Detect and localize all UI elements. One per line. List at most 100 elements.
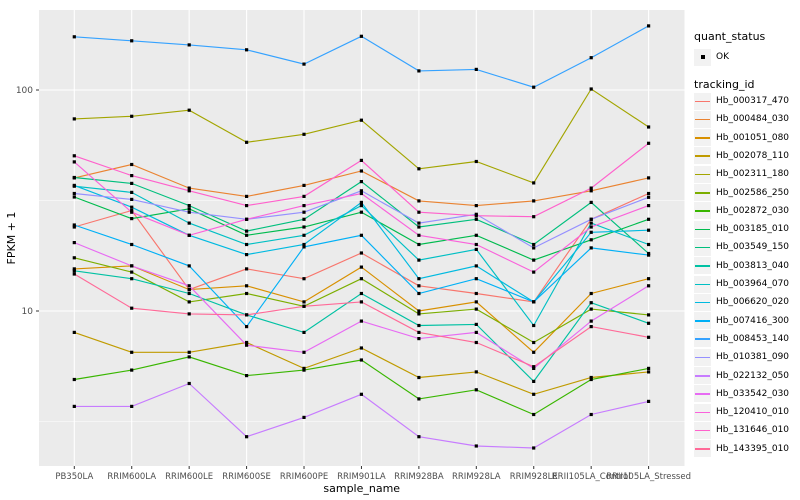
data-point <box>72 377 76 382</box>
data-point <box>589 291 593 296</box>
data-point <box>72 160 76 164</box>
legend-item-Hb_003964_070: Hb_003964_070 <box>694 275 789 293</box>
data-point <box>589 412 593 417</box>
axis-ticks <box>36 89 650 469</box>
data-point <box>130 210 134 214</box>
legend-label: Hb_006620_020 <box>716 297 790 308</box>
legend-item-Hb_003813_040: Hb_003813_040 <box>694 257 789 275</box>
data-point <box>532 366 536 370</box>
legend-label: Hb_003964_070 <box>716 279 790 289</box>
legend-item-Hb_033542_030: Hb_033542_030 <box>694 385 789 403</box>
data-point <box>302 217 306 221</box>
data-point <box>72 195 76 199</box>
data-point <box>187 204 191 208</box>
data-point <box>187 288 191 292</box>
data-point <box>647 204 651 208</box>
data-point <box>302 245 306 249</box>
data-point <box>245 253 249 257</box>
data-point <box>359 392 363 396</box>
tick-labels: 10 100 PB350LA RRIM600LA RRIM600LE RRIM600SE R… <box>16 86 691 482</box>
data-point <box>187 210 191 214</box>
data-point <box>72 241 76 245</box>
legend-item-Hb_000484_030: Hb_000484_030 <box>694 110 789 128</box>
data-point <box>72 183 76 187</box>
legend-item-Hb_008453_140: Hb_008453_140 <box>694 330 789 348</box>
data-point <box>417 225 421 229</box>
legend-item-Hb_131646_010: Hb_131646_010 <box>694 421 789 439</box>
legend-color-line-icon <box>695 265 710 267</box>
data-point <box>359 189 363 193</box>
legend-key-box <box>694 275 711 293</box>
data-point <box>647 366 651 370</box>
data-point <box>474 217 478 221</box>
data-point <box>72 223 76 227</box>
legend-color-line-icon <box>695 411 710 414</box>
data-point <box>359 158 363 162</box>
data-point <box>187 186 191 190</box>
data-point <box>72 256 76 260</box>
data-point <box>187 355 191 359</box>
gridlines <box>39 10 685 466</box>
data-point <box>245 284 249 288</box>
data-point <box>359 291 363 296</box>
data-point <box>72 117 76 121</box>
data-point <box>359 200 363 204</box>
data-point <box>647 191 651 196</box>
legend-item-Hb_003549_150: Hb_003549_150 <box>694 238 789 256</box>
legend-item-Hb_120410_010: Hb_120410_010 <box>694 403 789 421</box>
legend-key-box <box>694 184 711 201</box>
data-point <box>474 340 478 345</box>
data-point <box>532 242 536 247</box>
data-point <box>130 350 134 354</box>
data-point <box>359 251 363 255</box>
data-point <box>417 242 421 247</box>
data-point <box>130 217 134 221</box>
data-point <box>474 300 478 304</box>
legend-color-line-icon <box>695 283 710 286</box>
legend-label: Hb_003549_150 <box>716 242 790 253</box>
legend-color-line-icon <box>695 228 710 231</box>
legend-key-box <box>694 147 711 165</box>
data-point <box>589 319 593 323</box>
data-point <box>359 118 363 122</box>
data-point <box>187 291 191 296</box>
legend-color-line-icon <box>695 137 710 139</box>
data-point <box>417 199 421 203</box>
data-point <box>302 300 306 304</box>
data-point <box>532 365 536 369</box>
data-point <box>245 374 249 378</box>
legend-item-Hb_006620_020: Hb_006620_020 <box>694 293 789 311</box>
x-tick-label: RRIM600LE <box>165 472 213 482</box>
data-point <box>474 370 478 374</box>
data-point <box>130 404 134 408</box>
data-point <box>302 132 306 136</box>
data-point <box>647 195 651 199</box>
data-point <box>187 350 191 354</box>
data-point <box>72 191 76 196</box>
data-point <box>130 174 134 178</box>
legend-key-box <box>694 257 711 275</box>
legend-color-line-icon <box>695 246 710 249</box>
data-point <box>245 217 249 221</box>
data-point <box>589 230 593 234</box>
data-point <box>302 210 306 214</box>
legend-item-Hb_007416_300: Hb_007416_300 <box>694 312 789 330</box>
data-point <box>647 141 651 145</box>
legend-label: Hb_002586_250 <box>716 187 790 198</box>
data-point <box>302 350 306 354</box>
data-point <box>589 87 593 91</box>
data-point <box>532 181 536 185</box>
data-point <box>187 221 191 225</box>
data-point <box>474 247 478 251</box>
data-point <box>532 258 536 262</box>
data-points <box>72 24 651 450</box>
data-point <box>589 377 593 382</box>
legend-color-line-icon <box>695 429 710 432</box>
data-point <box>359 204 363 208</box>
x-tick-label: RRIM928BA <box>394 472 444 482</box>
legend-item-Hb_010381_090: Hb_010381_090 <box>694 348 789 366</box>
legend-color-line-icon <box>695 338 710 340</box>
legend-label: OK <box>716 52 729 62</box>
data-point <box>474 214 478 218</box>
